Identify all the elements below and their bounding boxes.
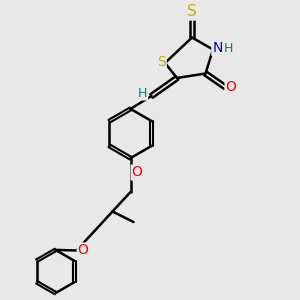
Text: N: N bbox=[212, 41, 223, 55]
Text: S: S bbox=[157, 55, 166, 68]
Text: O: O bbox=[226, 80, 236, 94]
Text: H: H bbox=[224, 41, 233, 55]
Text: O: O bbox=[78, 244, 88, 257]
Text: H: H bbox=[138, 86, 147, 100]
Text: O: O bbox=[132, 166, 142, 179]
Text: S: S bbox=[187, 4, 197, 20]
